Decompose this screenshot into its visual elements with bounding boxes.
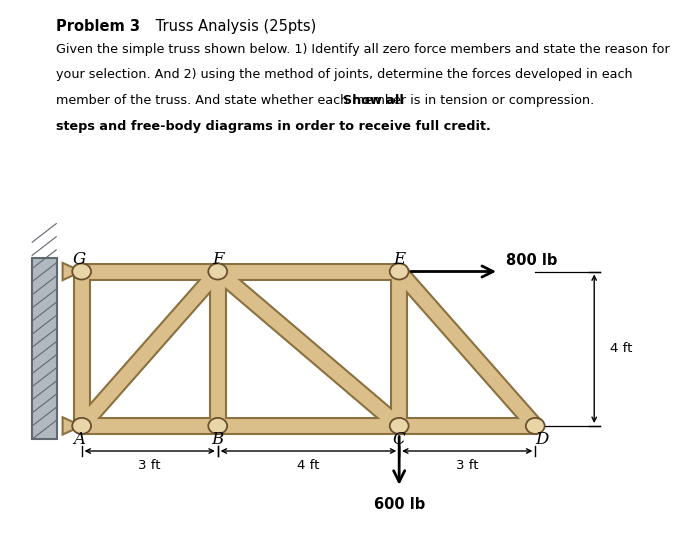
Text: 4 ft: 4 ft xyxy=(610,342,632,355)
Text: G: G xyxy=(73,252,86,269)
Text: member of the truss. And state whether each member is in tension or compression.: member of the truss. And state whether e… xyxy=(56,94,602,107)
Circle shape xyxy=(526,418,545,434)
Polygon shape xyxy=(62,263,82,280)
Text: E: E xyxy=(393,252,405,269)
Text: Problem 3: Problem 3 xyxy=(56,19,139,34)
Polygon shape xyxy=(62,417,82,435)
Circle shape xyxy=(208,263,227,279)
Text: A: A xyxy=(74,431,85,448)
Text: 800 lb: 800 lb xyxy=(506,254,557,269)
Circle shape xyxy=(72,418,91,434)
Circle shape xyxy=(390,418,409,434)
Text: D: D xyxy=(535,431,549,448)
Text: B: B xyxy=(212,431,224,448)
Text: C: C xyxy=(393,431,405,448)
Text: steps and free-body diagrams in order to receive full credit.: steps and free-body diagrams in order to… xyxy=(56,120,490,132)
Text: your selection. And 2) using the method of joints, determine the forces develope: your selection. And 2) using the method … xyxy=(56,68,632,81)
Text: 3 ft: 3 ft xyxy=(138,459,161,473)
Circle shape xyxy=(79,269,85,274)
Circle shape xyxy=(208,418,227,434)
Circle shape xyxy=(390,263,409,279)
Bar xyxy=(32,258,57,439)
Text: Show all: Show all xyxy=(343,94,404,107)
Text: Truss Analysis (25pts): Truss Analysis (25pts) xyxy=(151,19,316,34)
Text: 3 ft: 3 ft xyxy=(456,459,478,473)
Circle shape xyxy=(79,423,85,428)
Text: 4 ft: 4 ft xyxy=(297,459,320,473)
Text: Given the simple truss shown below. 1) Identify all zero force members and state: Given the simple truss shown below. 1) I… xyxy=(56,43,669,56)
Text: F: F xyxy=(212,252,223,269)
Text: 600 lb: 600 lb xyxy=(373,497,425,512)
Circle shape xyxy=(72,263,91,279)
